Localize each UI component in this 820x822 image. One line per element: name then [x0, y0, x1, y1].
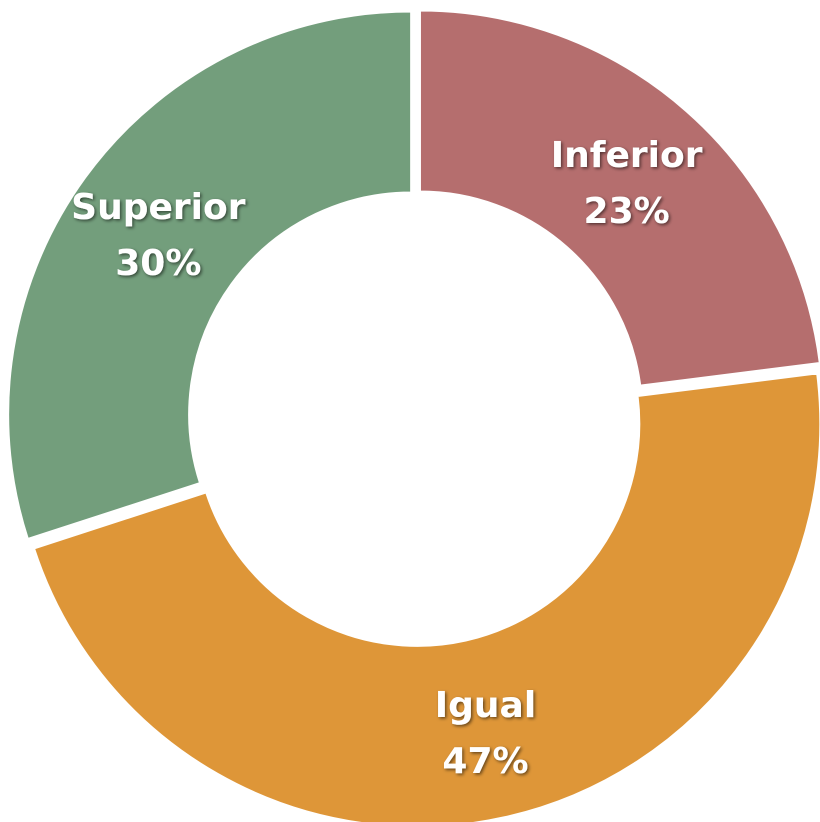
category-label: Superior: [71, 187, 246, 228]
value-label: 47%: [442, 741, 528, 782]
slice-label: Superior 30%: [71, 187, 246, 284]
donut-slice: [418, 9, 820, 387]
donut-slice: [7, 10, 413, 541]
slice-label: Inferior 23%: [551, 135, 703, 232]
value-label: 23%: [584, 191, 670, 232]
donut-slice: [32, 372, 820, 822]
value-label: 30%: [115, 243, 201, 284]
slice-label: Igual 47%: [435, 685, 536, 782]
category-label: Igual: [435, 685, 536, 726]
category-label: Inferior: [551, 135, 703, 176]
